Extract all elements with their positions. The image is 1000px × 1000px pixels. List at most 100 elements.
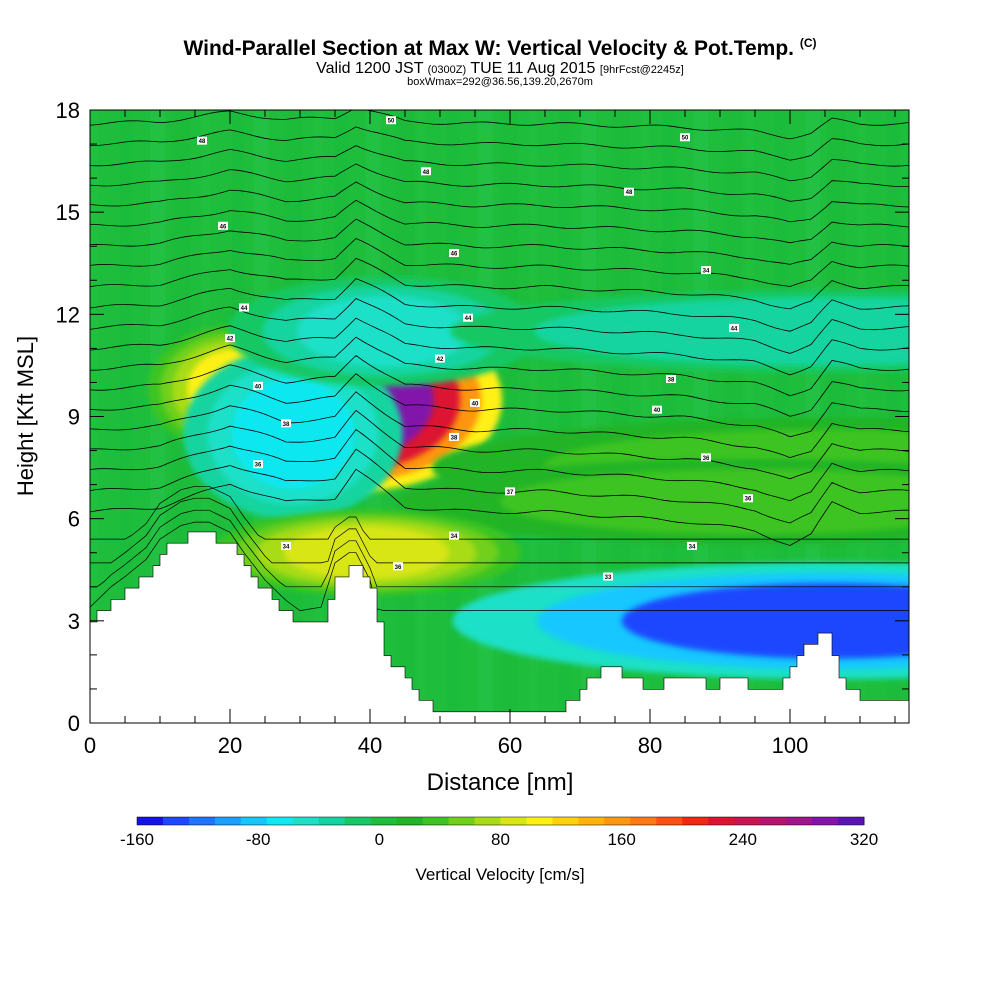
contour-label-box bbox=[225, 334, 235, 343]
contour-label: 44 bbox=[239, 303, 249, 312]
colorbar-tick-label: 320 bbox=[850, 830, 878, 849]
colorbar-swatch bbox=[656, 817, 683, 825]
contour-label-text: 38 bbox=[451, 435, 458, 441]
colorbar-tick-label: -160 bbox=[120, 830, 154, 849]
contour-label-text: 34 bbox=[689, 544, 696, 550]
velocity-streak bbox=[641, 110, 651, 723]
contour-label-text: 44 bbox=[241, 306, 248, 312]
theta-contour bbox=[90, 336, 909, 397]
copyright-mark: (C) bbox=[799, 36, 817, 50]
contour-label-text: 44 bbox=[465, 316, 472, 322]
contour-label-text: 36 bbox=[703, 456, 710, 462]
contour-label: 50 bbox=[680, 133, 690, 142]
contour-label-text: 48 bbox=[199, 139, 206, 145]
velocity-core bbox=[621, 583, 909, 659]
theta-contour bbox=[90, 373, 909, 438]
y-tick-label: 15 bbox=[56, 200, 80, 225]
contour-label: 42 bbox=[435, 354, 445, 363]
contour-label-text: 46 bbox=[451, 252, 458, 258]
contour-label: 46 bbox=[449, 249, 459, 258]
contour-label-text: 40 bbox=[654, 408, 661, 414]
contour-label-text: 36 bbox=[745, 497, 752, 503]
chart-title-main: Wind-Parallel Section at Max W: Vertical… bbox=[183, 37, 794, 60]
contour-label-box bbox=[652, 405, 662, 414]
contour-label-text: 50 bbox=[682, 136, 689, 142]
contour-label: 36 bbox=[393, 562, 403, 571]
colorbar-swatch bbox=[266, 817, 294, 825]
x-tick-label: 40 bbox=[358, 733, 382, 758]
colorbar-swatch bbox=[162, 817, 190, 825]
theta-contour bbox=[90, 257, 909, 310]
theta-contour bbox=[90, 126, 909, 161]
contour-label-text: 40 bbox=[472, 401, 479, 407]
colorbar: -160 -80 0 80 160 240 320 bbox=[120, 816, 878, 849]
contour-label-text: 33 bbox=[605, 575, 612, 581]
contour-label-box bbox=[253, 381, 263, 390]
contour-label-box bbox=[624, 187, 634, 196]
y-tick-label: 0 bbox=[68, 711, 80, 736]
contour-label-box bbox=[603, 572, 613, 581]
contour-label-text: 34 bbox=[703, 269, 710, 275]
theta-contour bbox=[90, 468, 909, 546]
contour-label-box bbox=[421, 167, 431, 176]
contour-label-box bbox=[281, 419, 291, 428]
contour-label: 48 bbox=[197, 136, 207, 145]
contour-label-box bbox=[470, 398, 480, 407]
contour-label-box bbox=[505, 487, 515, 496]
theta-contour bbox=[90, 354, 909, 417]
contour-label: 42 bbox=[225, 334, 235, 343]
colorbar-swatch bbox=[318, 817, 346, 825]
colorbar-tick-label: -80 bbox=[246, 830, 271, 849]
colorbar-swatch bbox=[422, 817, 450, 825]
contour-label-text: 40 bbox=[255, 384, 262, 390]
y-tick-label: 12 bbox=[56, 302, 80, 327]
contour-label: 37 bbox=[505, 487, 515, 496]
velocity-core bbox=[283, 526, 450, 580]
chart-title: Wind-Parallel Section at Max W: Vertical… bbox=[0, 36, 1000, 61]
contour-label: 44 bbox=[729, 323, 739, 332]
contour-label: 34 bbox=[701, 266, 711, 275]
colorbar-label: Vertical Velocity [cm/s] bbox=[415, 865, 584, 884]
contour-label-text: 34 bbox=[451, 534, 458, 540]
colorbar-swatch bbox=[838, 817, 865, 825]
colorbar-swatch bbox=[812, 817, 839, 825]
theta-contour bbox=[90, 181, 909, 223]
contour-label-box bbox=[463, 313, 473, 322]
contour-label-text: 38 bbox=[668, 378, 675, 384]
y-tick-label: 9 bbox=[68, 405, 80, 430]
contour-label-text: 36 bbox=[255, 463, 262, 469]
theta-contour bbox=[90, 509, 909, 588]
colorbar-swatch bbox=[448, 817, 476, 825]
colorbar-swatch bbox=[214, 817, 242, 825]
contour-label-box bbox=[449, 432, 459, 441]
contour-label-text: 42 bbox=[227, 337, 234, 343]
theta-contour bbox=[90, 428, 909, 502]
colorbar-swatch bbox=[630, 817, 657, 825]
colorbar-swatch bbox=[396, 817, 424, 825]
colorbar-swatch bbox=[188, 817, 216, 825]
theta-contour bbox=[90, 145, 909, 182]
contour-label-box bbox=[239, 303, 249, 312]
velocity-features bbox=[148, 276, 909, 680]
contour-label-box bbox=[386, 116, 396, 125]
velocity-core bbox=[617, 304, 909, 358]
contour-label: 50 bbox=[386, 116, 396, 125]
contour-label: 48 bbox=[624, 187, 634, 196]
colorbar-swatch bbox=[240, 817, 268, 825]
contour-label-box bbox=[218, 221, 228, 230]
contour-label-box bbox=[281, 541, 291, 550]
contour-label-text: 42 bbox=[437, 357, 444, 363]
contour-label: 36 bbox=[701, 453, 711, 462]
velocity-streak bbox=[581, 110, 597, 723]
contour-label: 38 bbox=[281, 419, 291, 428]
contour-label: 34 bbox=[687, 541, 697, 550]
x-tick-label: 20 bbox=[218, 733, 242, 758]
valid-time: Valid 1200 JST bbox=[316, 60, 424, 77]
colorbar-frame bbox=[136, 816, 865, 826]
theta-contour bbox=[90, 238, 909, 287]
contour-label: 46 bbox=[218, 221, 228, 230]
contour-label-box bbox=[701, 266, 711, 275]
contour-label-text: 48 bbox=[423, 170, 430, 176]
theta-contour bbox=[90, 317, 909, 376]
